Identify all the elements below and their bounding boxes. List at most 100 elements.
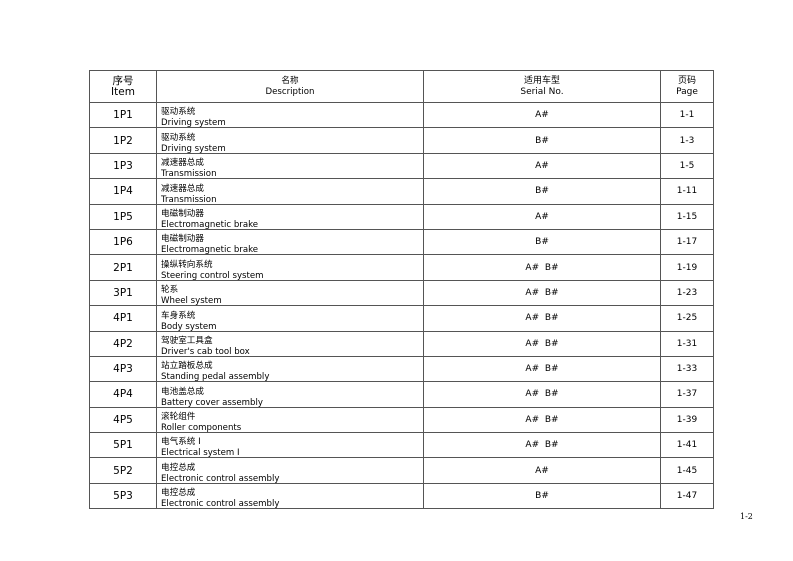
header-serial-cn: 适用车型 [523, 75, 560, 86]
page-cell: 1-15 [660, 203, 714, 230]
table-row: 4P2 驾驶室工具盒 Driver's cab tool box A# B# 1-31 [89, 330, 714, 357]
description-cell: 电池盖总成 Battery cover assembly [156, 381, 424, 408]
description-cn: 减速器总成 [161, 183, 204, 194]
serial-cell: B# [423, 127, 661, 154]
header-page-cn: 页码 [677, 75, 696, 86]
description-en: Standing pedal assembly [161, 372, 270, 383]
description-en: Electronic control assembly [161, 473, 280, 484]
serial-cell: A# B# [423, 432, 661, 459]
table-row: 1P3 减速器总成 Transmission A# 1-5 [89, 152, 714, 180]
header-desc-en: Description [265, 86, 315, 97]
item-cell: 5P3 [89, 482, 157, 510]
table-row: 4P3 站立踏板总成 Standing pedal assembly A# B# 1-3… [89, 355, 714, 383]
serial-cell: A# B# [423, 381, 661, 408]
description-cell: 站立踏板总成 Standing pedal assembly [156, 355, 424, 383]
item-cell: 5P2 [89, 457, 157, 484]
page-cell: 1-3 [660, 127, 714, 154]
description-cn: 操纵转向系统 [161, 259, 213, 270]
description-en: Driving system [161, 143, 226, 154]
serial-cell: A# B# [423, 279, 661, 307]
description-en: Electromagnetic brake [161, 219, 259, 230]
table-row: 1P5 电磁制动器 Electromagnetic brake A# 1-15 [89, 203, 714, 230]
page-cell: 1-39 [660, 406, 714, 434]
serial-cell: A# B# [423, 330, 661, 357]
header-description: 名称 Description [156, 70, 424, 103]
description-cell: 滚轮组件 Roller components [156, 406, 424, 434]
table-row: 5P2 电控总成 Electronic control assembly A# 1-45 [89, 457, 714, 484]
description-cell: 减速器总成 Transmission [156, 178, 424, 205]
description-en: Driving system [161, 118, 226, 129]
description-cn: 电磁制动器 [161, 234, 204, 245]
description-cn: 电气系统 I [161, 437, 201, 448]
description-en: Electromagnetic brake [161, 245, 259, 256]
item-cell: 1P1 [89, 101, 157, 129]
page-cell: 1-11 [660, 178, 714, 205]
page-cell: 1-23 [660, 279, 714, 307]
page-cell: 1-37 [660, 381, 714, 408]
description-cn: 站立踏板总成 [161, 361, 213, 372]
item-cell: 1P3 [89, 152, 157, 180]
description-cn: 轮系 [161, 285, 179, 296]
item-cell: 4P4 [89, 381, 157, 408]
page-cell: 1-33 [660, 355, 714, 383]
page-cell: 1-41 [660, 432, 714, 459]
description-cn: 驾驶室工具盒 [161, 335, 213, 346]
page-cell: 1-31 [660, 330, 714, 357]
header-item: 序号 Item [89, 70, 157, 103]
page-number: 1-2 [740, 512, 753, 521]
serial-cell: A# [423, 457, 661, 484]
serial-cell: A# B# [423, 305, 661, 332]
page-cell: 1-1 [660, 101, 714, 129]
serial-cell: A# [423, 152, 661, 180]
description-en: Roller components [161, 423, 242, 434]
description-cell: 电磁制动器 Electromagnetic brake [156, 228, 424, 256]
contents-table: 序号 Item 名称 Description 适用车型 Serial No. 页码 Pa… [89, 70, 714, 510]
serial-cell: B# [423, 178, 661, 205]
description-cn: 减速器总成 [161, 158, 204, 169]
item-cell: 1P2 [89, 127, 157, 154]
header-item-en: Item [111, 85, 135, 98]
description-en: Driver's cab tool box [161, 346, 250, 357]
description-cell: 电控总成 Electronic control assembly [156, 457, 424, 484]
table-row: 3P1 轮系 Wheel system A# B# 1-23 [89, 279, 714, 307]
description-cell: 驱动系统 Driving system [156, 101, 424, 129]
description-cn: 电磁制动器 [161, 208, 204, 219]
description-cn: 车身系统 [161, 310, 196, 321]
description-en: Wheel system [161, 296, 222, 307]
description-cn: 电控总成 [161, 462, 196, 473]
description-cn: 驱动系统 [161, 132, 196, 143]
item-cell: 3P1 [89, 279, 157, 307]
table-row: 4P5 滚轮组件 Roller components A# B# 1-39 [89, 406, 714, 434]
header-serial: 适用车型 Serial No. [423, 70, 661, 103]
page-cell: 1-17 [660, 228, 714, 256]
description-cell: 减速器总成 Transmission [156, 152, 424, 180]
table-row: 1P4 减速器总成 Transmission B# 1-11 [89, 178, 714, 205]
description-en: Battery cover assembly [161, 397, 263, 408]
item-cell: 4P2 [89, 330, 157, 357]
description-cell: 车身系统 Body system [156, 305, 424, 332]
serial-cell: A# B# [423, 355, 661, 383]
description-cell: 电磁制动器 Electromagnetic brake [156, 203, 424, 230]
table-row: 5P3 电控总成 Electronic control assembly B# 1-47 [89, 482, 714, 510]
page-cell: 1-25 [660, 305, 714, 332]
serial-cell: A# [423, 101, 661, 129]
description-cell: 电气系统 I Electrical system I [156, 432, 424, 459]
table-row: 4P1 车身系统 Body system A# B# 1-25 [89, 305, 714, 332]
header-serial-en: Serial No. [520, 86, 564, 97]
description-cell: 轮系 Wheel system [156, 279, 424, 307]
item-cell: 1P4 [89, 178, 157, 205]
description-en: Transmission [161, 169, 217, 180]
description-cell: 驾驶室工具盒 Driver's cab tool box [156, 330, 424, 357]
table-row: 2P1 操纵转向系统 Steering control system A# B# 1-1… [89, 254, 714, 281]
item-cell: 1P5 [89, 203, 157, 230]
description-en: Electronic control assembly [161, 499, 280, 510]
description-cn: 滚轮组件 [161, 412, 196, 423]
serial-cell: A# B# [423, 254, 661, 281]
page-cell: 1-45 [660, 457, 714, 484]
serial-cell: A# [423, 203, 661, 230]
table-row: 1P2 驱动系统 Driving system B# 1-3 [89, 127, 714, 154]
item-cell: 4P5 [89, 406, 157, 434]
table-row: 5P1 电气系统 I Electrical system I A# B# 1-41 [89, 432, 714, 459]
header-item-cn: 序号 [112, 74, 134, 87]
item-cell: 4P3 [89, 355, 157, 383]
